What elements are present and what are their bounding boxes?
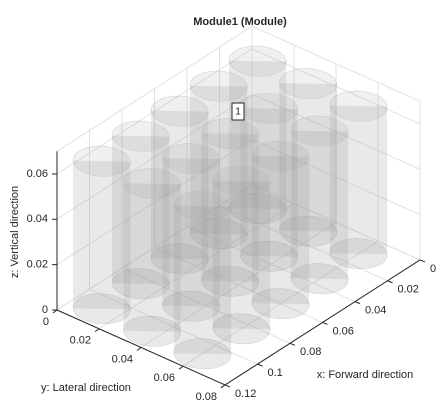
cell-bottom	[72, 293, 131, 325]
cell-side	[251, 155, 310, 305]
cell-top	[173, 190, 232, 222]
cell-side	[290, 130, 349, 280]
cell-bottom	[228, 193, 287, 225]
chart-title: Module1 (Module)	[193, 16, 287, 28]
x-tick	[322, 321, 328, 325]
cell-bottom	[212, 313, 271, 345]
grid-line	[182, 240, 379, 367]
cell-top	[251, 140, 310, 172]
annotation-box	[231, 102, 245, 121]
x-tick-label: 0	[430, 263, 436, 275]
y-tick-label: 0.08	[196, 391, 217, 403]
cell-side	[123, 183, 181, 332]
z-axis-label: z: Vertical direction	[9, 186, 21, 278]
cell-side	[112, 135, 170, 285]
x-tick-label: 0.12	[235, 388, 256, 400]
cell-side	[212, 180, 271, 330]
cell-top	[201, 118, 260, 150]
cell-side	[173, 205, 232, 355]
cell-top	[123, 168, 182, 200]
grid-line	[251, 93, 421, 170]
cell-side	[279, 83, 337, 232]
cell-top	[111, 120, 170, 152]
axes: 0 0.02 0.04 0.06 0.08 0.1 0.12 0 0.02 0.04 0.06 0.0…	[27, 151, 436, 403]
cell-bottom	[150, 243, 209, 275]
grid-line	[251, 48, 421, 125]
grid-line	[251, 139, 421, 216]
cell-bottom	[329, 238, 388, 270]
cell-top	[162, 143, 221, 175]
x-tick	[387, 280, 393, 284]
y-tick-label: 0	[43, 316, 49, 328]
cell-top	[290, 115, 349, 147]
grid-line	[98, 203, 295, 330]
cell-side	[151, 110, 209, 260]
cell-bottom	[251, 288, 310, 320]
cell-bottom	[173, 338, 232, 370]
x-axis	[224, 259, 421, 386]
y-tick-label: 0.04	[112, 353, 133, 365]
cell-bottom	[240, 240, 299, 272]
cell-top	[72, 145, 131, 177]
y-tick	[136, 347, 142, 351]
cell-side	[190, 85, 248, 235]
cell-top	[150, 95, 209, 127]
grid-line	[251, 184, 421, 261]
x-tick	[419, 259, 426, 263]
cell-bottom	[290, 263, 349, 295]
y-tick	[178, 365, 184, 370]
cell-side	[73, 160, 131, 310]
cell-top	[189, 70, 248, 102]
cell-bottom	[189, 218, 248, 250]
x-axis-label: x: Forward direction	[317, 369, 414, 381]
grid-line	[56, 93, 253, 220]
x-tick-label: 0.08	[300, 346, 321, 358]
y-tick	[94, 328, 100, 333]
annotation: 1	[235, 107, 241, 118]
x-tick-label: 0.1	[268, 367, 283, 379]
cell-bottom	[123, 315, 182, 347]
cells	[72, 45, 388, 370]
x-tick	[289, 342, 296, 346]
cell-bottom	[111, 268, 170, 300]
z-tick-label: 0.06	[27, 168, 48, 180]
z-tick-label: 0.02	[27, 259, 48, 271]
x-tick-label: 0.06	[333, 325, 354, 337]
x-tick	[224, 384, 231, 388]
x-tick-label: 0.04	[365, 305, 386, 317]
grid-line	[140, 222, 337, 348]
cell-side	[162, 158, 220, 307]
cell-side	[201, 133, 259, 282]
z-tick-label: 0.04	[27, 213, 48, 225]
grid-line	[56, 48, 253, 175]
y-tick	[220, 384, 226, 389]
cell-bottom	[201, 265, 260, 297]
cell-side	[229, 60, 287, 210]
y-tick-label: 0.02	[70, 335, 91, 347]
cell-bottom	[279, 215, 338, 247]
cell-bottom	[162, 290, 221, 322]
x-tick-label: 0.02	[398, 284, 419, 296]
y-tick-label: 0.06	[154, 372, 175, 384]
cell-top	[279, 68, 338, 100]
grid-line	[56, 184, 253, 311]
cell-side	[240, 108, 298, 257]
y-axis	[56, 309, 226, 386]
cell-top	[329, 90, 388, 122]
y-axis-label: y: Lateral direction	[41, 382, 131, 394]
z-tick-label: 0	[42, 304, 48, 316]
cell-top	[212, 165, 271, 197]
x-tick	[257, 363, 263, 367]
cell-side	[329, 105, 388, 255]
x-tick	[354, 301, 361, 305]
cell-top	[228, 45, 287, 77]
